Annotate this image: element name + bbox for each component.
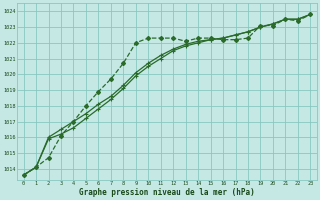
- X-axis label: Graphe pression niveau de la mer (hPa): Graphe pression niveau de la mer (hPa): [79, 188, 255, 197]
